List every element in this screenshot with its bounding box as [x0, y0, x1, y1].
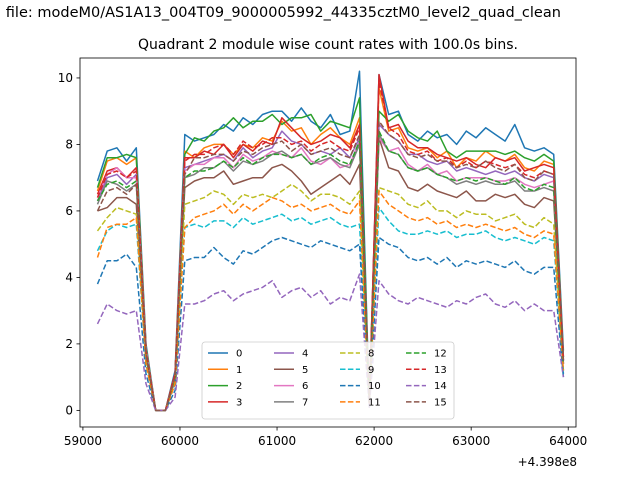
- plot-area: 59000 60000 61000 62000 63000 640000246810012…: [58, 57, 587, 448]
- legend-label-15: 15: [434, 398, 447, 409]
- legend-label-12: 12: [434, 349, 447, 360]
- legend-label-6: 6: [302, 381, 308, 392]
- legend-label-3: 3: [236, 398, 242, 409]
- y-tick-label: 2: [65, 337, 73, 351]
- x-tick-label: 61000: [258, 434, 296, 448]
- series-line-11: [96, 190, 565, 412]
- chart-title: Quadrant 2 module wise count rates with …: [138, 37, 518, 53]
- x-tick-label: 62000: [355, 434, 393, 448]
- series-line-14: [96, 273, 565, 412]
- x-offset-label: +4.398e8: [518, 455, 577, 469]
- legend-label-4: 4: [302, 349, 308, 360]
- y-tick-label: 6: [65, 204, 73, 218]
- legend-label-13: 13: [434, 365, 447, 376]
- series-line-10: [96, 236, 565, 412]
- legend-label-0: 0: [236, 349, 242, 360]
- series-line-15: [96, 120, 565, 412]
- x-tick-label: 60000: [161, 434, 199, 448]
- legend-label-7: 7: [302, 398, 308, 409]
- x-tick-label: 63000: [452, 434, 490, 448]
- legend-label-5: 5: [302, 365, 308, 376]
- legend-label-11: 11: [368, 398, 381, 409]
- legend-label-10: 10: [368, 381, 381, 392]
- series-group: [96, 70, 565, 412]
- y-tick-label: 4: [65, 271, 73, 285]
- legend-label-2: 2: [236, 381, 242, 392]
- legend-box: [201, 341, 455, 420]
- series-line-12: [96, 130, 565, 412]
- y-tick-label: 10: [58, 71, 73, 85]
- figure-suptitle: n file: modeM0/AS1A13_004T09_9000005992_…: [0, 5, 561, 21]
- legend-label-1: 1: [236, 365, 242, 376]
- y-tick-label: 8: [65, 138, 73, 152]
- x-tick-label: 59000: [64, 434, 102, 448]
- y-tick-label: 0: [65, 404, 73, 418]
- plot-frame: [79, 57, 577, 428]
- legend-label-8: 8: [368, 349, 374, 360]
- legend-label-9: 9: [368, 365, 374, 376]
- x-tick-label: 64000: [549, 434, 587, 448]
- legend-label-14: 14: [434, 381, 447, 392]
